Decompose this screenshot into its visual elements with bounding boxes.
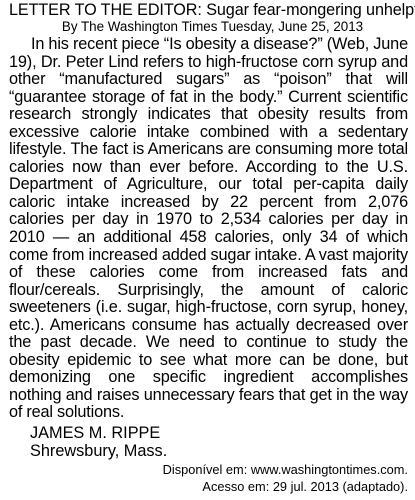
letter-title: LETTER TO THE EDITOR: Sugar fear-mongeri… bbox=[9, 1, 415, 19]
source-citation: Disponível em: www.washingtontimes.com. … bbox=[163, 462, 408, 495]
letter-body: In his recent piece “Is obesity a diseas… bbox=[9, 35, 408, 422]
letter-signature: JAMES M. RIPPE Shrewsbury, Mass. bbox=[9, 424, 408, 460]
source-available: Disponível em: www.washingtontimes.com. bbox=[162, 462, 408, 477]
author-location: Shrewsbury, Mass. bbox=[30, 441, 168, 460]
source-accessed: Acesso em: 29 jul. 2013 (adaptado). bbox=[202, 478, 408, 494]
letter-byline: By The Washington Times Tuesday, June 25… bbox=[61, 19, 364, 34]
author-name: JAMES M. RIPPE bbox=[30, 424, 161, 443]
letter-headline: Sugar fear-mongering unhelpful bbox=[201, 1, 415, 19]
letter-heading: LETTER TO THE EDITOR: bbox=[9, 1, 202, 19]
